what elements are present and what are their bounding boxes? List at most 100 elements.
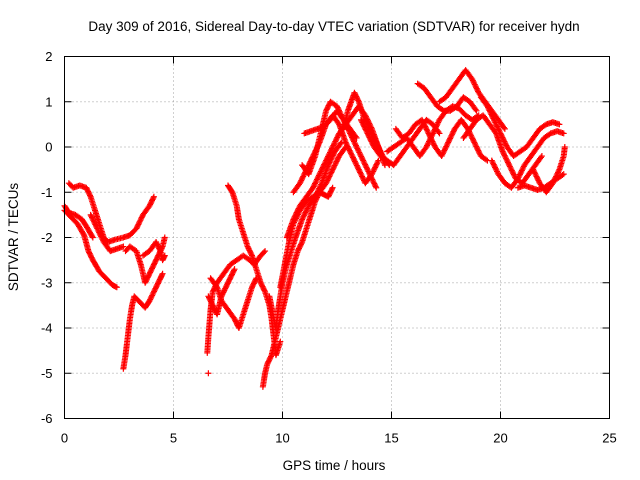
data-point — [87, 211, 94, 218]
data-point — [501, 152, 508, 159]
data-series — [120, 270, 166, 372]
data-point — [296, 180, 303, 187]
data-point — [435, 119, 442, 126]
data-point — [420, 119, 427, 126]
data-point — [541, 122, 548, 129]
data-point — [347, 150, 354, 157]
data-point — [496, 127, 503, 134]
data-point — [549, 180, 556, 187]
data-point — [372, 183, 379, 190]
data-point — [352, 133, 359, 140]
data-point — [426, 131, 433, 138]
data-point — [551, 177, 558, 184]
data-point — [135, 221, 142, 228]
data-point — [329, 166, 336, 173]
data-point — [366, 134, 373, 141]
data-point — [469, 77, 476, 84]
data-point — [328, 146, 335, 153]
data-point — [498, 131, 505, 138]
data-point — [138, 214, 145, 221]
data-point — [530, 166, 537, 173]
data-point — [334, 134, 341, 141]
data-point — [500, 137, 507, 144]
data-point — [444, 140, 451, 147]
data-point — [299, 174, 306, 181]
data-point — [156, 246, 163, 253]
data-point — [356, 150, 363, 157]
data-point — [92, 221, 99, 228]
data-point — [428, 137, 435, 144]
y-tick-label: -6 — [41, 411, 53, 426]
data-point — [136, 218, 143, 225]
data-point — [150, 193, 157, 200]
data-point — [470, 136, 477, 143]
data-point — [136, 220, 143, 227]
data-point — [425, 130, 432, 137]
data-point — [469, 135, 476, 142]
data-point — [95, 228, 102, 235]
y-tick-label: 0 — [45, 140, 52, 155]
data-point — [134, 224, 141, 231]
data-point — [94, 226, 101, 233]
data-point — [205, 370, 212, 377]
data-point — [353, 134, 360, 141]
data-point — [351, 139, 358, 146]
data-point — [374, 160, 381, 167]
data-point — [308, 155, 315, 162]
data-point — [359, 120, 366, 127]
data-point — [359, 156, 366, 163]
data-point — [93, 224, 100, 231]
data-point — [552, 174, 559, 181]
data-point — [319, 164, 326, 171]
data-series — [414, 80, 480, 114]
data-series — [436, 67, 508, 132]
data-point — [260, 249, 267, 256]
data-point — [267, 353, 274, 360]
data-point — [517, 170, 524, 177]
data-point — [332, 161, 339, 168]
data-point — [313, 176, 320, 183]
data-point — [501, 125, 508, 132]
data-point — [370, 168, 377, 175]
data-point — [329, 184, 336, 191]
data-point — [361, 123, 368, 130]
data-point — [534, 176, 541, 183]
data-point — [311, 148, 318, 155]
data-point — [301, 170, 308, 177]
data-point — [328, 167, 335, 174]
data-point — [295, 205, 302, 212]
data-point — [329, 186, 336, 193]
data-point — [501, 138, 508, 145]
y-tick-label: -1 — [41, 185, 53, 200]
data-point — [306, 161, 313, 168]
data-point — [424, 129, 431, 136]
data-point — [358, 172, 365, 179]
data-point — [356, 167, 363, 174]
data-point — [537, 154, 544, 161]
data-point — [330, 141, 337, 148]
data-point — [300, 173, 307, 180]
data-point — [492, 165, 499, 172]
data-point — [151, 286, 158, 293]
data-point — [483, 156, 490, 163]
data-point — [363, 127, 370, 134]
data-point — [371, 165, 378, 172]
data-point — [311, 182, 318, 189]
data-point — [430, 139, 437, 146]
data-point — [98, 234, 105, 241]
data-point — [304, 205, 311, 212]
x-tick-label: 15 — [384, 431, 398, 446]
data-point — [310, 183, 317, 190]
data-point — [554, 170, 561, 177]
data-point — [262, 248, 269, 255]
data-point — [299, 216, 306, 223]
data-point — [509, 168, 516, 175]
data-point — [333, 135, 340, 142]
y-axis-label: SDTVAR / TECUs — [6, 183, 21, 292]
data-point — [534, 174, 541, 181]
data-point — [473, 144, 480, 151]
data-point — [92, 222, 99, 229]
data-point — [138, 215, 145, 222]
data-point — [345, 146, 352, 153]
data-point — [362, 161, 369, 168]
